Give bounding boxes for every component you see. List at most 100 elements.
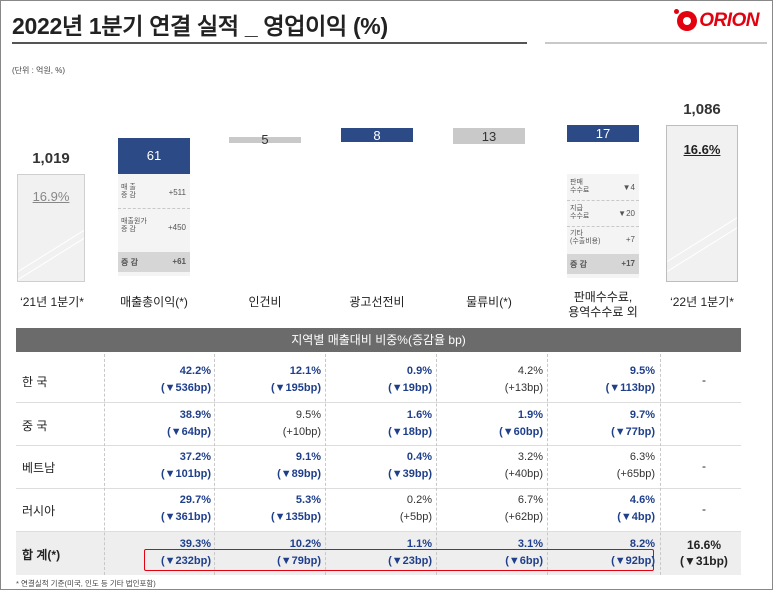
cell-value: 3.2% <box>517 451 543 463</box>
sum-value: +61 <box>172 257 186 266</box>
cell-change: (▼18bp) <box>388 426 432 438</box>
table-cell: 3.2% (+40bp) <box>438 449 543 483</box>
table-cell: 1.1% (▼23bp) <box>327 536 432 570</box>
category-label: ‘22년 1분기* <box>670 295 734 309</box>
start-pct: 16.9% <box>32 189 70 204</box>
table-cell: 8.2% (▼92bp) <box>550 536 655 570</box>
total-column-cell: - <box>702 502 706 516</box>
cell-change: (+13bp) <box>504 382 543 394</box>
cell-value: 29.7% <box>179 494 211 506</box>
table-cell: 38.9% (▼64bp) <box>106 407 211 441</box>
detail-label: 매출원가 증 감 <box>121 218 147 233</box>
start-bar: 16.9% <box>17 174 85 282</box>
cell-change: (▼77bp) <box>611 426 655 438</box>
page-title: 2022년 1분기 연결 실적 _ 영업이익 (%) <box>12 13 388 39</box>
cell-value: 4.2% <box>517 365 543 377</box>
grand-total-cell: 16.6% (▼31bp) <box>668 537 740 569</box>
grand-total-value: 16.6% <box>686 538 722 552</box>
cell-value: 12.1% <box>289 365 321 377</box>
detail-value: +7 <box>625 235 635 244</box>
detail-row: 판매 수수료 ▼4 <box>567 174 639 201</box>
detail-value: +511 <box>168 188 186 197</box>
end-bar-stripe <box>667 212 737 272</box>
category-label-line: 용역수수료 외 <box>568 305 638 319</box>
cell-change: (▼39bp) <box>388 468 432 480</box>
cell-change: (▼135bp) <box>270 511 321 523</box>
row-divider <box>16 445 741 446</box>
table-cell: 5.3% (▼135bp) <box>216 492 321 526</box>
footnote: * 연결실적 기준(미국, 인도 등 기타 법인포함) <box>16 579 156 588</box>
cell-value: 42.2% <box>179 365 211 377</box>
cell-value: 1.9% <box>517 409 543 421</box>
start-value: 1,019 <box>32 150 70 167</box>
step-value: 8 <box>373 128 381 143</box>
orion-logo-icon <box>674 9 698 31</box>
column-divider <box>104 354 105 575</box>
step-value: 5 <box>261 132 269 147</box>
cell-value: 37.2% <box>179 451 211 463</box>
title-divider <box>12 42 527 44</box>
table-cell: 9.1% (▼89bp) <box>216 449 321 483</box>
table-cell: 1.6% (▼18bp) <box>327 407 432 441</box>
detail-value: +450 <box>167 223 186 232</box>
table-cell: 0.4% (▼39bp) <box>327 449 432 483</box>
category-label: 광고선전비 <box>349 295 405 309</box>
cell-change: (▼113bp) <box>605 382 655 394</box>
detail-label: 판매 수수료 <box>570 179 590 194</box>
cell-change: (▼361bp) <box>160 511 211 523</box>
cell-change: (+65bp) <box>616 468 655 480</box>
row-label: 중 국 <box>22 419 48 433</box>
detail-row: 지급 수수료 ▼20 <box>567 200 639 227</box>
cell-change: (▼19bp) <box>388 382 432 394</box>
cell-value: 5.3% <box>295 494 321 506</box>
cell-value: 10.2% <box>289 538 321 550</box>
column-divider <box>436 354 437 575</box>
row-divider <box>16 488 741 489</box>
cell-value: 0.4% <box>406 451 432 463</box>
cell-value: 9.5% <box>629 365 655 377</box>
cell-change: (+62bp) <box>504 511 543 523</box>
end-pct: 16.6% <box>683 142 721 157</box>
unit-label: (단위 : 억원, %) <box>12 66 65 75</box>
table-cell: 39.3% (▼232bp) <box>106 536 211 570</box>
sum-label: 증 감 <box>121 258 138 267</box>
detail-sum: 증 감 +61 <box>118 252 190 272</box>
brand-logo: ORION <box>674 9 759 32</box>
table-cell: 0.9% (▼19bp) <box>327 363 432 397</box>
end-value: 1,086 <box>683 101 721 118</box>
table-heading: 지역별 매출대비 비중%(증감율 bp) <box>16 328 741 352</box>
cell-value: 38.9% <box>179 409 211 421</box>
detail-label: 기타 (수출비용) <box>570 230 601 245</box>
row-label: 한 국 <box>22 375 48 389</box>
cell-value: 8.2% <box>629 538 655 550</box>
column-divider <box>660 354 661 575</box>
cell-change: (+10bp) <box>282 426 321 438</box>
step-bar-advertising: 8 <box>341 128 413 143</box>
sum-label: 증 감 <box>570 260 587 269</box>
table-cell: 4.6% (▼4bp) <box>550 492 655 526</box>
column-divider <box>214 354 215 575</box>
cell-value: 4.6% <box>629 494 655 506</box>
step-bar-fees: 17 <box>567 125 639 142</box>
detail-sum: 증 감 +17 <box>567 254 639 274</box>
cell-value: 1.6% <box>406 409 432 421</box>
step-bar-logistics: 13 <box>453 128 525 144</box>
cell-change: (▼60bp) <box>499 426 543 438</box>
cell-change: (▼89bp) <box>277 468 321 480</box>
detail-row: 매출원가 증 감 +450 <box>118 208 190 250</box>
category-label-line: 판매수수료, <box>573 290 633 304</box>
column-divider <box>325 354 326 575</box>
step-bar-labor <box>229 137 301 143</box>
step-value: 61 <box>146 148 162 163</box>
cell-value: 39.3% <box>179 538 211 550</box>
table-cell: 10.2% (▼79bp) <box>216 536 321 570</box>
cell-value: 0.9% <box>406 365 432 377</box>
cell-value: 0.2% <box>406 494 432 506</box>
brand-name: ORION <box>699 10 759 31</box>
step-value: 17 <box>595 126 611 141</box>
cell-change: (▼23bp) <box>388 555 432 567</box>
sum-value: +17 <box>621 259 635 268</box>
